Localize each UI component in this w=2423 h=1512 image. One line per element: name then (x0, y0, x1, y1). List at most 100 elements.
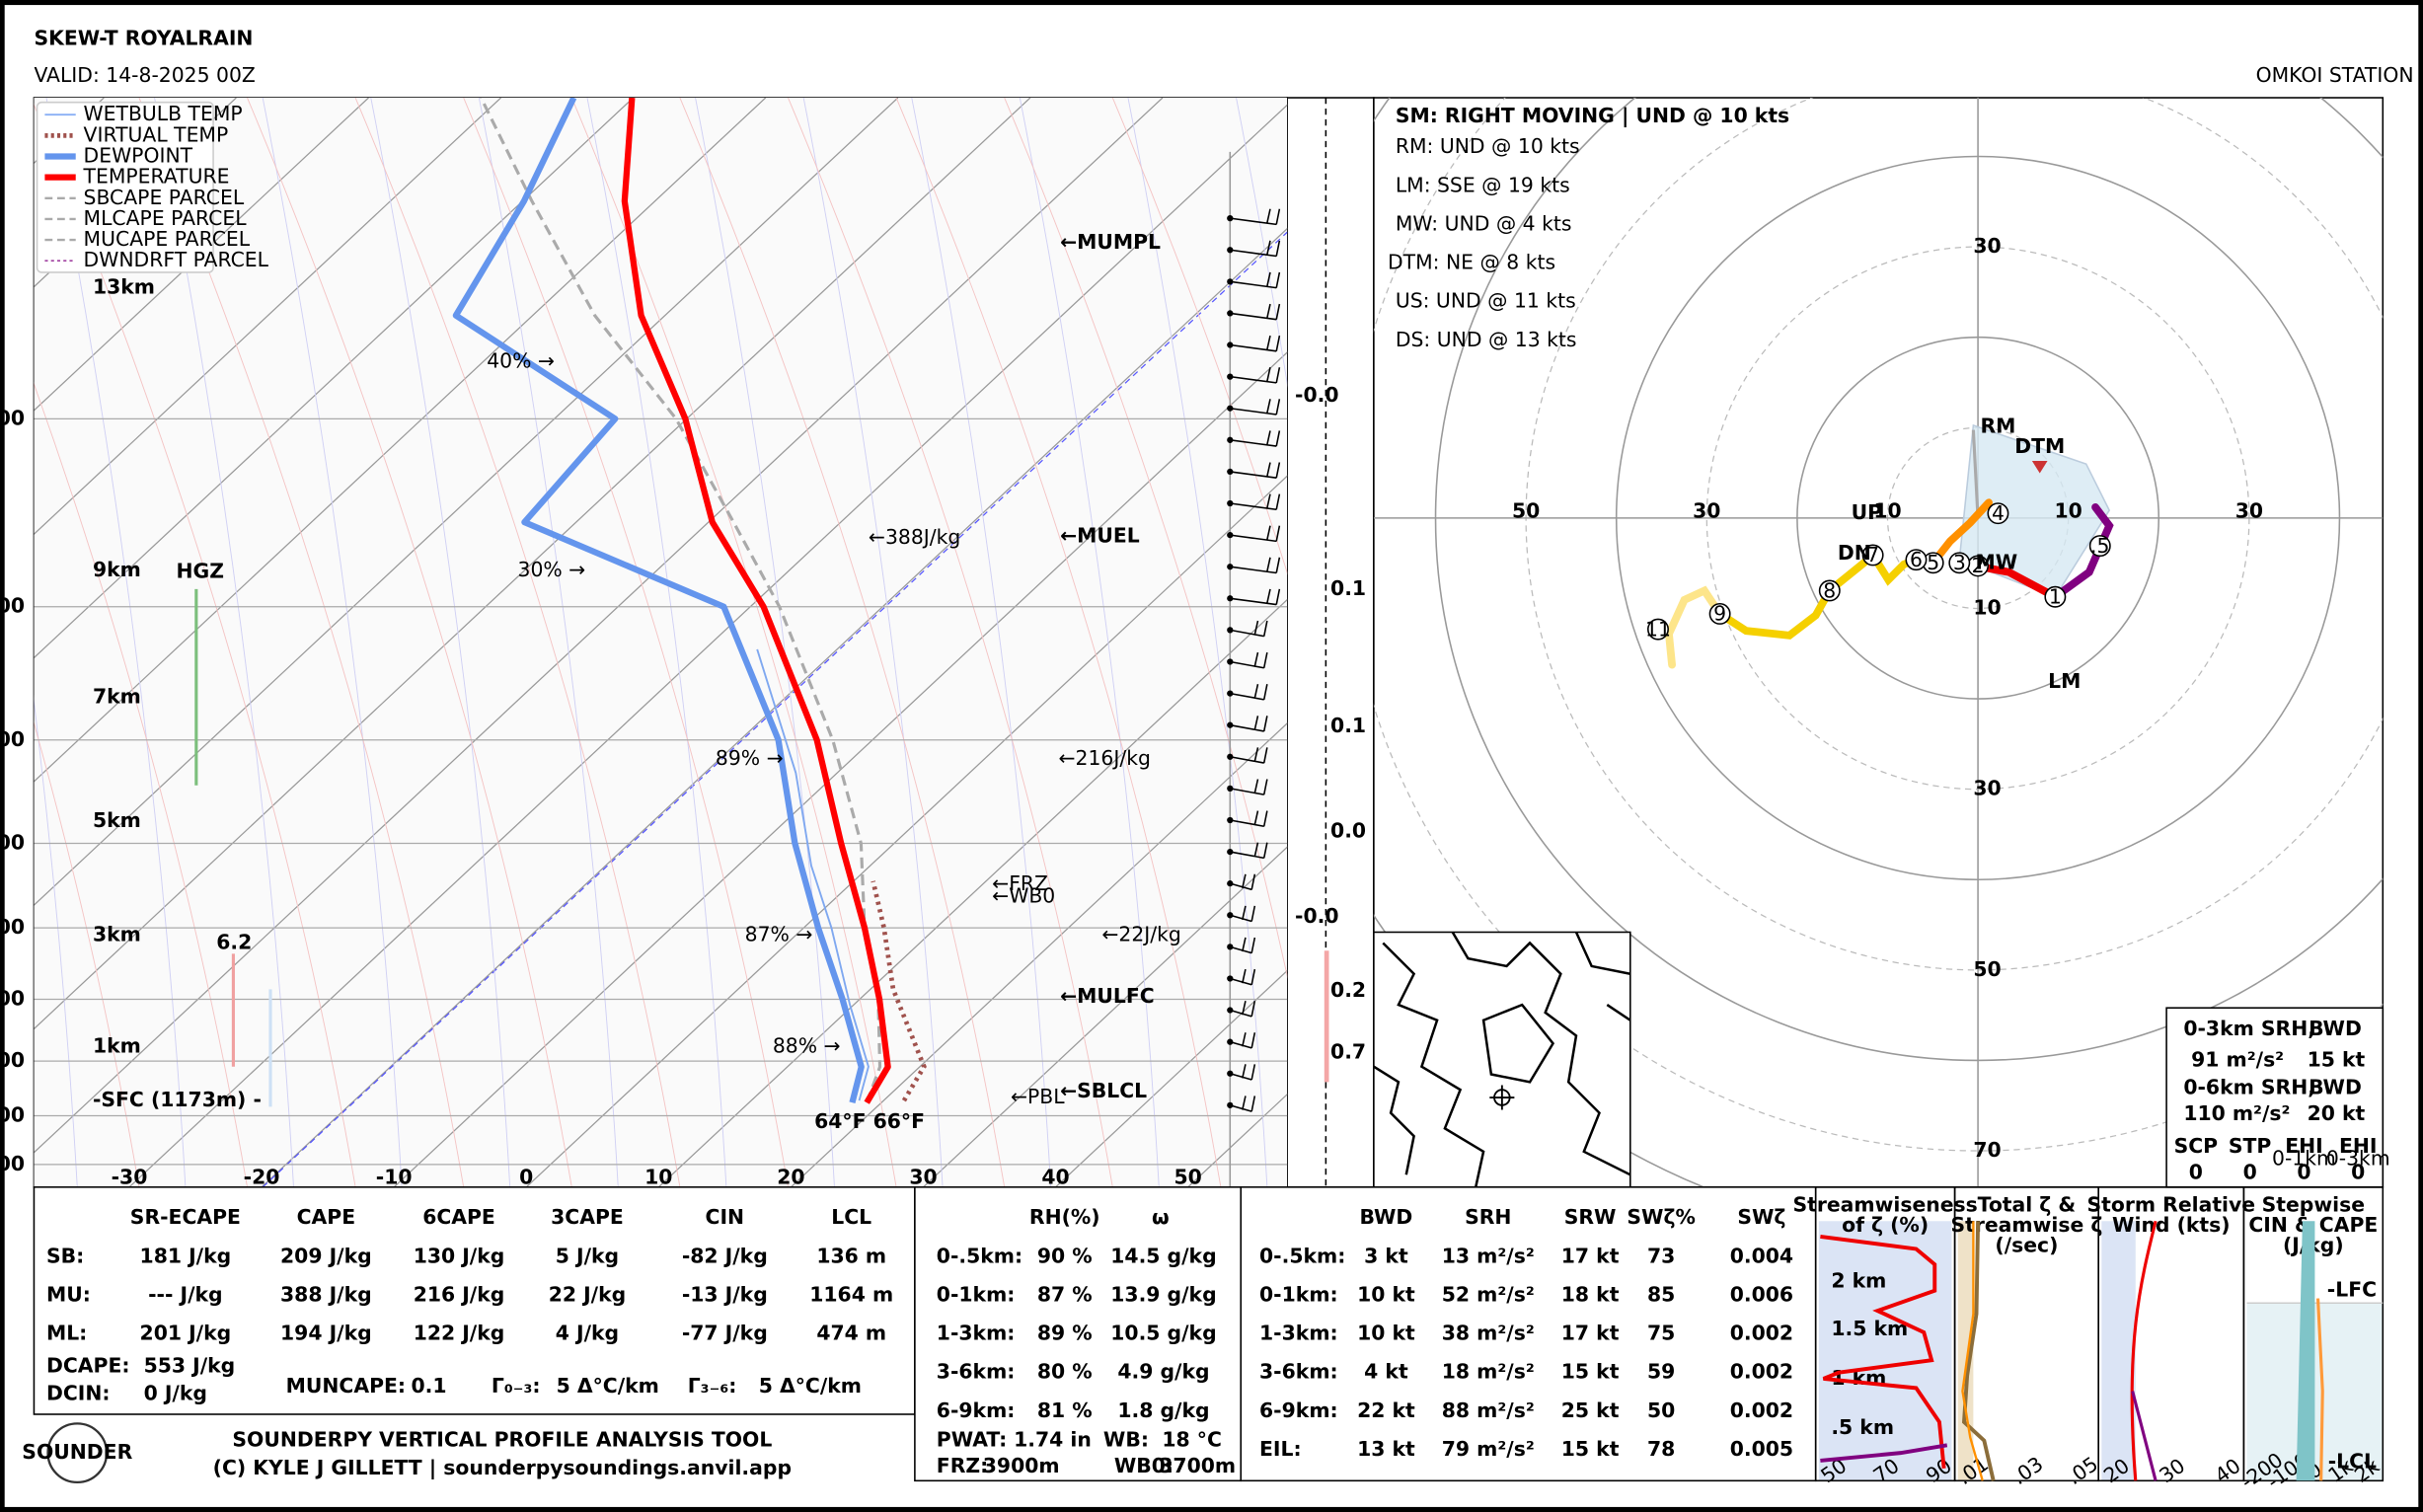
table-cell: 181 J/kg (140, 1244, 232, 1267)
isotherm (34, 98, 635, 659)
station: OMKOI STATION (2256, 63, 2414, 87)
row-label: MU: (46, 1282, 91, 1306)
index-name: STP (2229, 1134, 2272, 1158)
srh-box (2165, 1007, 2385, 1188)
annotation: ←SBLCL (1060, 1079, 1147, 1102)
table-extra: 0 J/kg (144, 1382, 207, 1405)
srh-area (1958, 423, 2111, 598)
storm-motion: MW: UND @ 4 kts (1396, 211, 1572, 235)
marker-label: 7 (1866, 543, 1879, 567)
annotation: HGZ (176, 560, 223, 583)
table-cell: 18 kt (1561, 1282, 1620, 1306)
table-cell: 10 kt (1357, 1282, 1415, 1306)
annotation: ←WB0 (992, 883, 1055, 907)
srh-cell: 0-3km SRH, (2183, 1017, 2315, 1040)
table-cell: 0.005 (1730, 1437, 1793, 1461)
isotherm (790, 722, 1288, 1187)
table-extra: 0.1 (411, 1374, 446, 1398)
wind-barb (1230, 367, 1281, 384)
height-marker (2044, 585, 2067, 608)
table-cell: 0.004 (1730, 1244, 1793, 1267)
index-value: 0 (2351, 1161, 2365, 1184)
isotherm (34, 98, 237, 288)
legend-label: WETBULB TEMP (84, 102, 243, 125)
panel-title: Storm Relative (2086, 1193, 2255, 1217)
logo-text: SOUNDER (22, 1440, 132, 1464)
x-tick-label: 10 (644, 1165, 672, 1188)
wind-barb (1230, 651, 1268, 669)
isotherm (34, 98, 899, 906)
marker-label: .5 (2090, 534, 2109, 558)
row-label: 3-6km: (1259, 1360, 1338, 1384)
cin-cape (2296, 1221, 2315, 1481)
srh-cell: 20 kt (2308, 1101, 2366, 1125)
height-marker (1818, 579, 1841, 602)
storm-motion: LM: SSE @ 19 kts (1396, 173, 1570, 196)
isotherm (1055, 969, 1288, 1187)
wind-barb (1230, 462, 1281, 479)
table-header: SRH (1465, 1205, 1511, 1229)
table-cell: 79 m²/s² (1442, 1437, 1535, 1461)
height-marker (1948, 552, 1971, 574)
marker-label: 11 (1645, 617, 1671, 641)
table-cell: 13 m²/s² (1442, 1244, 1535, 1267)
annotation: 87% → (745, 923, 813, 946)
hodo-label: DN (1838, 541, 1871, 565)
isotherm (34, 98, 1164, 1154)
annotation: ←MULFC (1060, 984, 1155, 1008)
credit: (C) KYLE J GILLETT | sounderpysoundings.… (213, 1456, 792, 1480)
table-cell: -13 J/kg (682, 1282, 768, 1306)
map-borders (1373, 931, 1631, 1188)
moist-adiabat (34, 698, 78, 1187)
storm-motion: RM: UND @ 10 kts (1396, 134, 1580, 158)
isotherm (393, 351, 1288, 1187)
column-value: -0.0 (1295, 383, 1338, 407)
table-cell: 59 (1647, 1360, 1675, 1384)
marker-label: 8 (1823, 578, 1836, 602)
moist-adiabat (802, 98, 944, 1187)
table-extra: MUNCAPE: (286, 1374, 406, 1398)
marker-label: 2 (1972, 554, 1985, 577)
wind-barb (1230, 525, 1281, 543)
table-cell: 15 kt (1561, 1437, 1620, 1461)
index-sub: 0-3km (2326, 1147, 2390, 1171)
column-shade (1324, 950, 1329, 1083)
y-tick-label: 1000 (0, 1152, 25, 1175)
srh-cell: BWD (2309, 1076, 2362, 1099)
row-label: 6-9km: (1259, 1399, 1338, 1422)
y-tick-label: 500 (0, 831, 25, 855)
hodograph-plot (1373, 98, 2384, 1187)
storm-motion: DTM: NE @ 8 kts (1388, 251, 1555, 274)
row-label: 0-.5km: (1259, 1244, 1345, 1267)
table-cell: 122 J/kg (414, 1322, 505, 1345)
height-label: 1km (93, 1033, 141, 1057)
table-cell: 0.006 (1730, 1282, 1793, 1306)
table-cell: 4 kt (1364, 1360, 1408, 1384)
moist-adiabat (1127, 98, 1268, 1187)
storm-motion: DS: UND @ 13 kts (1396, 328, 1577, 351)
table-extra: 3900m (983, 1454, 1060, 1477)
column-value: 0.1 (1330, 576, 1366, 600)
srh-cell: 15 kt (2308, 1047, 2366, 1071)
table-cell: 0.002 (1730, 1399, 1793, 1422)
ring-label: 30 (2235, 499, 2263, 523)
panel-title: Wind (kts) (2112, 1213, 2231, 1237)
moist-adiabat (695, 98, 835, 1187)
table-cell: 10.5 g/kg (1110, 1322, 1216, 1345)
hodo-pale (1664, 585, 1724, 669)
annotation: 40% → (487, 349, 555, 373)
height-marker (1708, 602, 1731, 625)
streamwise-low (1820, 1443, 1948, 1463)
row-label: SB: (46, 1244, 84, 1267)
x-tick-label: -10 (376, 1165, 413, 1188)
table-extra: 3700m (1159, 1454, 1236, 1477)
index-name: EHI (2285, 1134, 2323, 1158)
annotation: ←MUMPL (1060, 230, 1161, 254)
table-cell: 87 % (1037, 1282, 1093, 1306)
row-label: 0-1km: (1259, 1282, 1338, 1306)
row-label: EIL: (1259, 1437, 1302, 1461)
annotation: 66°F (873, 1109, 925, 1133)
row-label: ML: (46, 1322, 87, 1345)
total-vort (1961, 1221, 1996, 1481)
